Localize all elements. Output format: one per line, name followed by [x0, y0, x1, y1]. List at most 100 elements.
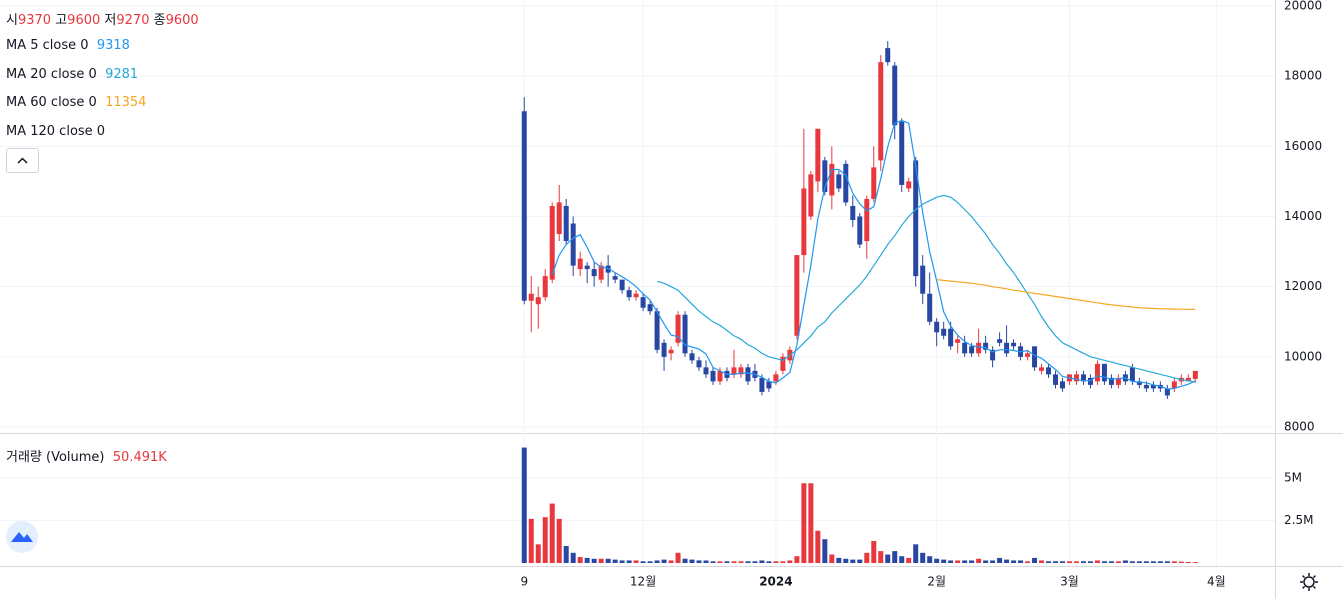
volume-bar [829, 554, 835, 563]
ohlc-legend: 시9370 고9600 저9270 종9600 [6, 9, 199, 28]
volume-bar [1080, 561, 1086, 563]
volume-bar [906, 557, 912, 563]
candle-body [969, 346, 975, 354]
volume-bar [1066, 561, 1072, 563]
label: MA 20 close 0 [6, 66, 97, 82]
volume-bar [528, 518, 534, 563]
volume-bar [605, 558, 611, 563]
candle-body [1025, 353, 1031, 357]
volume-bar [899, 556, 905, 563]
candle-body [976, 342, 982, 354]
volume-bar [1073, 561, 1079, 563]
candle-body [1053, 374, 1059, 385]
candle-body [577, 258, 583, 270]
candle-body [1192, 370, 1198, 379]
candle-body [703, 367, 709, 375]
volume-bar [1164, 561, 1170, 563]
collapse-button[interactable] [6, 148, 39, 173]
volume-legend: 거래량 (Volume) 50.491K [6, 446, 167, 465]
candle-body [808, 174, 814, 217]
volume-bar [1157, 561, 1163, 563]
candle-body [1011, 342, 1017, 347]
value: 9370 [17, 13, 52, 28]
volume-bar [549, 503, 555, 563]
volume-bar [556, 518, 562, 563]
volume-bar [521, 447, 527, 563]
settings-button[interactable] [1297, 570, 1321, 594]
volume-bar [927, 556, 933, 563]
label: 시 [6, 13, 18, 28]
label: MA 5 close 0 [6, 38, 89, 53]
candle-body [794, 255, 800, 336]
volume-bar [1115, 561, 1121, 563]
volume-bar [836, 557, 842, 563]
candle-body [766, 381, 772, 389]
volume-bar [1039, 560, 1045, 563]
volume-bar [647, 561, 653, 563]
volume-bar [542, 517, 548, 563]
volume-bar [668, 560, 674, 563]
candle-body [1164, 388, 1170, 396]
label: 고 [55, 13, 68, 28]
volume-bar [892, 551, 898, 563]
volume-bar [1178, 561, 1184, 563]
ma-legend-item: MA 60 close 0 11354 [6, 95, 146, 110]
volume-bar [654, 560, 660, 563]
volume-bar [689, 559, 695, 563]
ma-line [936, 279, 1196, 310]
label: MA 120 close 0 [6, 123, 106, 139]
volume-bar [1129, 561, 1135, 563]
x-tick-label: 3월 [1060, 575, 1079, 589]
x-tick-label: 2024 [759, 575, 792, 589]
volume-bar [1108, 561, 1114, 563]
volume-bar [934, 558, 940, 563]
candle-body [829, 163, 835, 196]
volume-bar [976, 558, 982, 563]
volume-bar [1018, 560, 1024, 563]
candle-body [885, 48, 891, 63]
candle-body [640, 297, 646, 308]
candle-body [1108, 377, 1114, 385]
candle-body [759, 377, 765, 392]
volume-bar [1192, 562, 1198, 563]
volume-bar [682, 558, 688, 563]
candle-body [745, 367, 751, 382]
volume-bar [1025, 561, 1031, 563]
logo[interactable] [5, 520, 39, 554]
candle-body [815, 128, 821, 182]
candle-body [717, 370, 723, 382]
candle-body [955, 339, 961, 343]
volume-bar [675, 552, 681, 563]
candle-body [927, 293, 933, 322]
candle-body [1101, 363, 1107, 382]
x-tick-label: 4월 [1207, 575, 1226, 589]
candle-body [899, 121, 905, 185]
candle-body [710, 370, 716, 382]
candle-body [1032, 346, 1038, 368]
volume-bar [1171, 561, 1177, 563]
candle-body [689, 353, 695, 361]
volume-bar [990, 560, 996, 563]
volume-bar [766, 561, 772, 563]
candle-body [1150, 384, 1156, 389]
volume-bar [717, 561, 723, 563]
volume-bar [773, 561, 779, 563]
volume-bar [997, 557, 1003, 563]
volume-bar [1053, 561, 1059, 563]
candle-body [948, 328, 954, 347]
volume-bar [815, 530, 821, 563]
volume-bar [598, 558, 604, 563]
volume-bar [724, 561, 730, 563]
y-tick-label: 2.5M [1284, 513, 1313, 527]
candle-body [1171, 381, 1177, 389]
candle-body [801, 188, 807, 256]
candle-body [521, 111, 527, 301]
candle-body [731, 367, 737, 375]
y-tick-label: 5M [1284, 471, 1302, 485]
volume-bar [738, 561, 744, 563]
value: 11354 [105, 95, 147, 110]
candle-body [983, 342, 989, 350]
value: 9270 [116, 13, 150, 28]
x-tick-label: 12월 [630, 575, 656, 589]
